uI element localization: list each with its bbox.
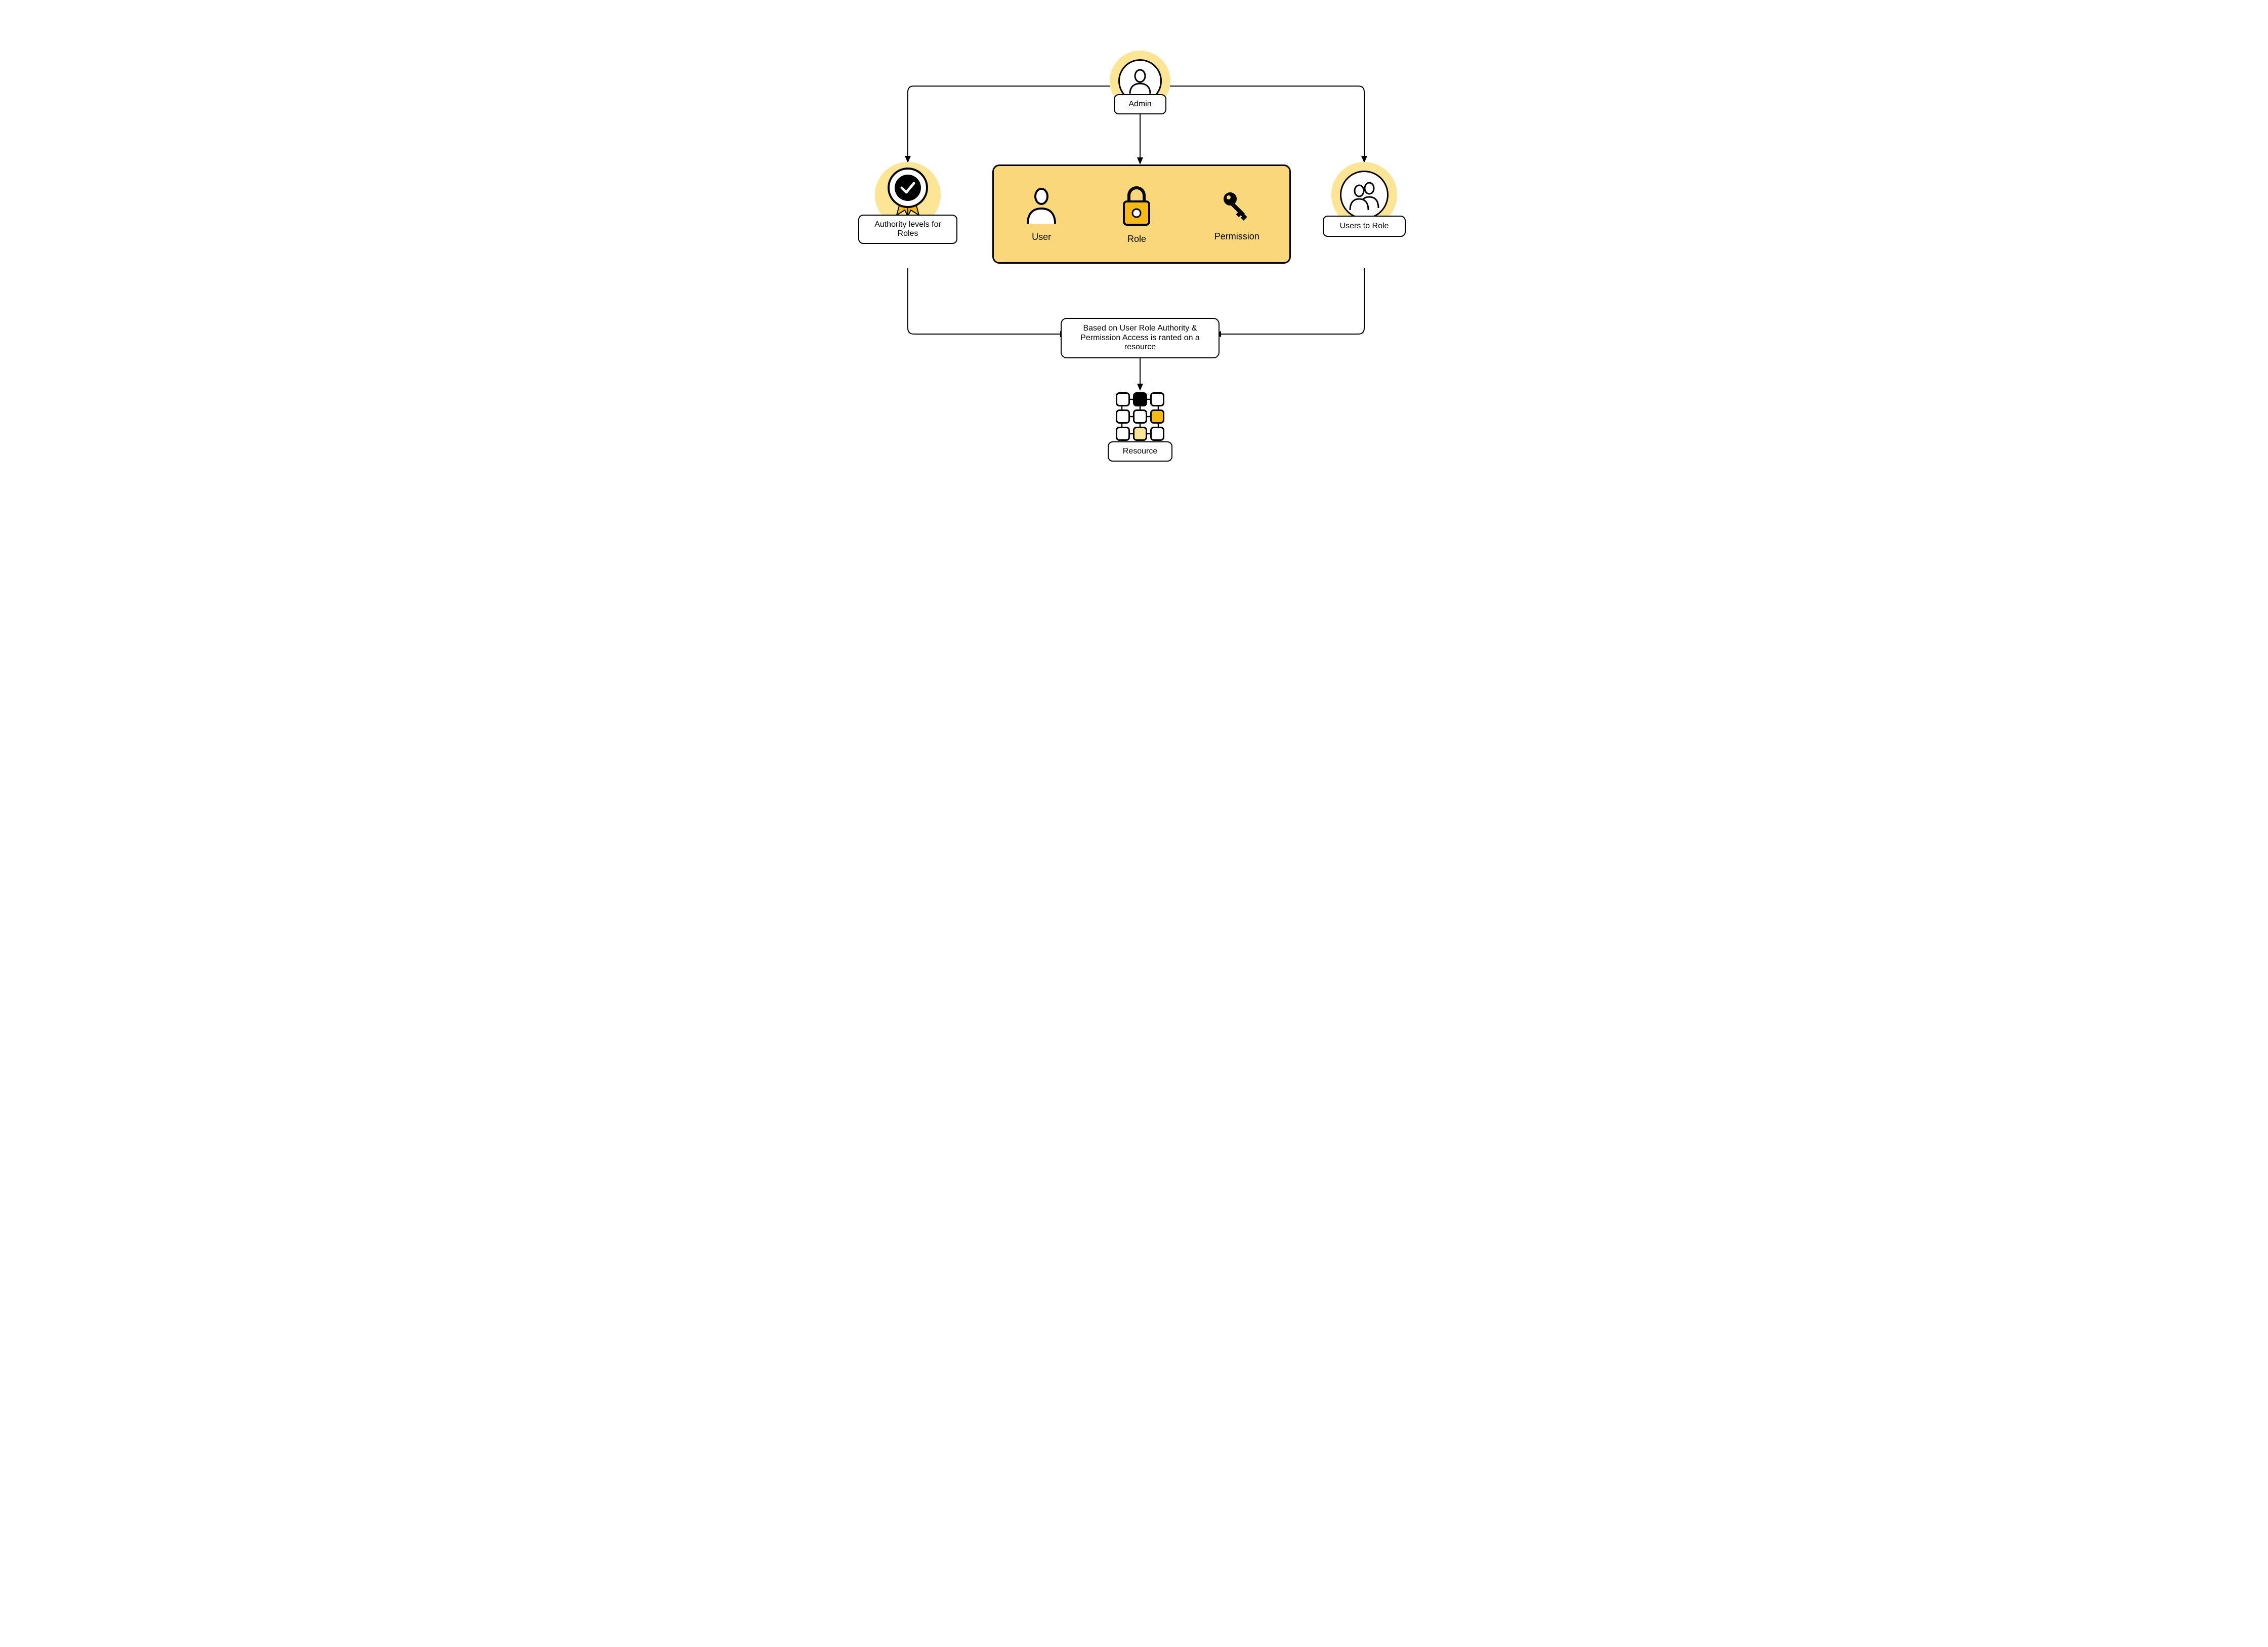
center-item-permission: Permission xyxy=(1214,187,1259,242)
admin-label: Admin xyxy=(1114,94,1166,114)
edge-users-to-decision xyxy=(1215,268,1364,334)
diagram-canvas: Admin Authority levels for Roles xyxy=(810,0,1458,471)
resource-label: Resource xyxy=(1108,441,1172,462)
edge-admin-to-users xyxy=(1140,86,1364,162)
users-label: Users to Role xyxy=(1323,216,1406,237)
resource-cell-7 xyxy=(1133,427,1147,441)
center-item-role: Role xyxy=(1119,184,1154,244)
resource-cell-6 xyxy=(1116,427,1130,441)
edge-admin-to-authority xyxy=(908,86,1140,162)
lock-icon xyxy=(1119,184,1154,227)
resource-cell-1 xyxy=(1133,392,1147,406)
decision-label: Based on User Role Authority & Permissio… xyxy=(1061,318,1220,358)
node-users-to-role: Users to Role xyxy=(1331,162,1397,228)
resource-grid-icon xyxy=(1116,392,1164,441)
center-panel: User Role Per xyxy=(992,164,1291,264)
resource-cell-3 xyxy=(1116,409,1130,424)
node-admin: Admin xyxy=(1110,51,1170,111)
node-decision: Based on User Role Authority & Permissio… xyxy=(1061,318,1220,358)
role-caption: Role xyxy=(1127,234,1146,244)
permission-caption: Permission xyxy=(1214,231,1259,242)
user-icon xyxy=(1024,186,1059,225)
resource-cell-2 xyxy=(1150,392,1164,406)
key-icon xyxy=(1218,187,1255,224)
center-item-user: User xyxy=(1024,186,1059,242)
user-caption: User xyxy=(1032,232,1051,242)
users-group-icon xyxy=(1346,180,1382,210)
resource-cell-5 xyxy=(1150,409,1164,424)
users-icon-circle xyxy=(1340,171,1389,219)
authority-label: Authority levels for Roles xyxy=(858,215,957,244)
resource-cell-8 xyxy=(1150,427,1164,441)
resource-cell-0 xyxy=(1116,392,1130,406)
edge-authority-to-decision xyxy=(908,268,1066,334)
resource-cell-4 xyxy=(1133,409,1147,424)
node-authority-levels: Authority levels for Roles xyxy=(875,162,941,228)
admin-person-icon xyxy=(1126,67,1154,95)
node-resource: Resource xyxy=(1116,390,1164,438)
